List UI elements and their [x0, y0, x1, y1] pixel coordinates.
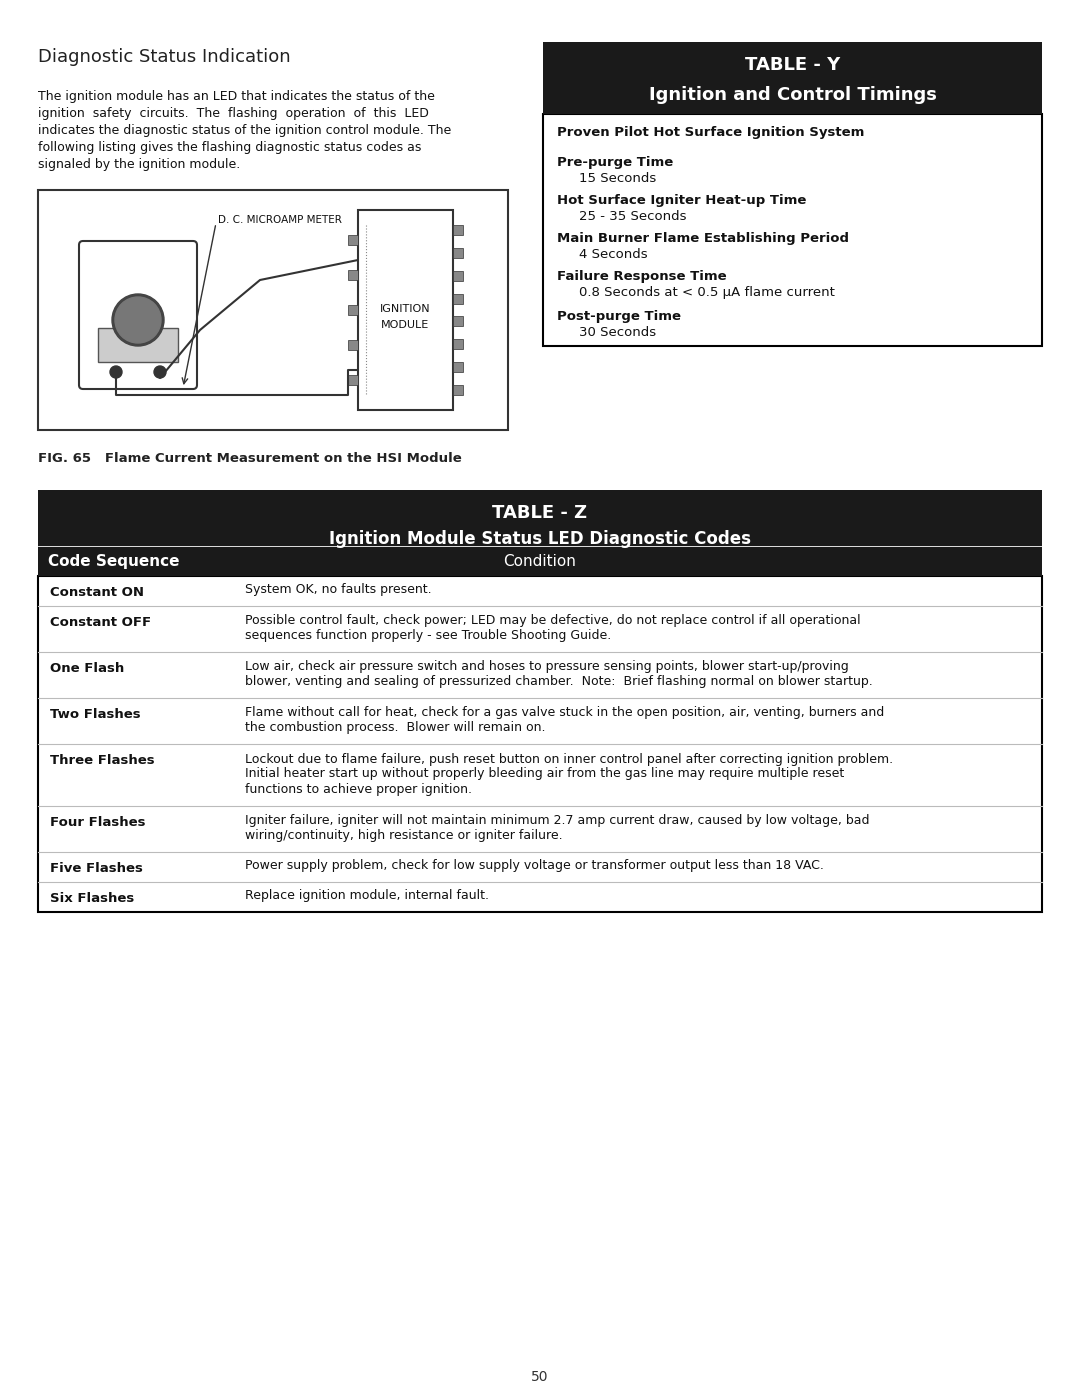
Bar	[453, 293, 463, 303]
Text: Initial heater start up without properly bleeding air from the gas line may requ: Initial heater start up without properly…	[245, 767, 845, 781]
Text: TABLE - Y: TABLE - Y	[745, 56, 840, 74]
Text: following listing gives the flashing diagnostic status codes as: following listing gives the flashing dia…	[38, 141, 421, 154]
Text: System OK, no faults present.: System OK, no faults present.	[245, 584, 432, 597]
Text: Pre-purge Time: Pre-purge Time	[557, 156, 673, 169]
Text: 15 Seconds: 15 Seconds	[579, 172, 657, 184]
Bar	[348, 270, 357, 279]
Bar	[357, 210, 453, 409]
Bar	[453, 271, 463, 281]
Text: Possible control fault, check power; LED may be defective, do not replace contro: Possible control fault, check power; LED…	[245, 615, 861, 627]
Text: 4 Seconds: 4 Seconds	[579, 249, 648, 261]
Bar	[453, 225, 463, 235]
Bar	[453, 386, 463, 395]
Text: signaled by the ignition module.: signaled by the ignition module.	[38, 158, 240, 170]
Bar	[453, 317, 463, 327]
Bar	[38, 576, 1042, 912]
Text: FIG. 65   Flame Current Measurement on the HSI Module: FIG. 65 Flame Current Measurement on the…	[38, 453, 462, 465]
Bar	[348, 374, 357, 386]
Text: 0.8 Seconds at < 0.5 μA flame current: 0.8 Seconds at < 0.5 μA flame current	[579, 286, 835, 299]
Text: Replace ignition module, internal fault.: Replace ignition module, internal fault.	[245, 890, 489, 902]
FancyBboxPatch shape	[79, 242, 197, 388]
Text: Diagnostic Status Indication: Diagnostic Status Indication	[38, 47, 291, 66]
Text: 50: 50	[531, 1370, 549, 1384]
Text: Four Flashes: Four Flashes	[50, 816, 146, 828]
Text: Power supply problem, check for low supply voltage or transformer output less th: Power supply problem, check for low supp…	[245, 859, 824, 873]
Text: TABLE - Z: TABLE - Z	[492, 504, 588, 522]
Bar	[453, 362, 463, 372]
Circle shape	[110, 366, 122, 379]
Bar	[38, 190, 508, 430]
Text: indicates the diagnostic status of the ignition control module. The: indicates the diagnostic status of the i…	[38, 124, 451, 137]
Text: functions to achieve proper ignition.: functions to achieve proper ignition.	[245, 782, 472, 795]
Text: Hot Surface Igniter Heat-up Time: Hot Surface Igniter Heat-up Time	[557, 194, 807, 207]
Text: The ignition module has an LED that indicates the status of the: The ignition module has an LED that indi…	[38, 89, 435, 103]
Text: blower, venting and sealing of pressurized chamber.  Note:  Brief flashing norma: blower, venting and sealing of pressuriz…	[245, 675, 873, 687]
Bar	[348, 305, 357, 314]
Text: the combustion process.  Blower will remain on.: the combustion process. Blower will rema…	[245, 721, 545, 733]
Text: Low air, check air pressure switch and hoses to pressure sensing points, blower : Low air, check air pressure switch and h…	[245, 659, 849, 673]
Circle shape	[114, 298, 161, 344]
FancyBboxPatch shape	[98, 328, 178, 362]
Text: Code Sequence: Code Sequence	[48, 555, 179, 569]
Text: 25 - 35 Seconds: 25 - 35 Seconds	[579, 210, 687, 224]
Bar	[543, 115, 1042, 346]
Text: IGNITION: IGNITION	[380, 305, 431, 314]
Text: Failure Response Time: Failure Response Time	[557, 270, 727, 284]
Text: Two Flashes: Two Flashes	[50, 708, 140, 721]
Text: Main Burner Flame Establishing Period: Main Burner Flame Establishing Period	[557, 232, 849, 244]
Bar	[453, 247, 463, 258]
Circle shape	[112, 293, 164, 346]
Text: Five Flashes: Five Flashes	[50, 862, 143, 875]
Text: Igniter failure, igniter will not maintain minimum 2.7 amp current draw, caused : Igniter failure, igniter will not mainta…	[245, 814, 869, 827]
Text: ignition  safety  circuits.  The  flashing  operation  of  this  LED: ignition safety circuits. The flashing o…	[38, 108, 429, 120]
Text: D. C. MICROAMP METER: D. C. MICROAMP METER	[218, 215, 342, 225]
Bar	[543, 42, 1042, 115]
Text: Proven Pilot Hot Surface Ignition System: Proven Pilot Hot Surface Ignition System	[557, 126, 864, 138]
Text: sequences function properly - see Trouble Shooting Guide.: sequences function properly - see Troubl…	[245, 629, 611, 643]
Text: Post-purge Time: Post-purge Time	[557, 310, 681, 323]
Text: Six Flashes: Six Flashes	[50, 893, 134, 905]
Bar	[453, 339, 463, 349]
Text: MODULE: MODULE	[381, 320, 430, 330]
Text: Lockout due to flame failure, push reset button on inner control panel after cor: Lockout due to flame failure, push reset…	[245, 753, 893, 766]
Text: Constant OFF: Constant OFF	[50, 616, 151, 629]
Text: Ignition and Control Timings: Ignition and Control Timings	[649, 87, 936, 103]
Text: Constant ON: Constant ON	[50, 585, 144, 599]
Circle shape	[154, 366, 166, 379]
Bar	[348, 339, 357, 351]
Text: Flame without call for heat, check for a gas valve stuck in the open position, a: Flame without call for heat, check for a…	[245, 705, 885, 719]
Text: wiring/continuity, high resistance or igniter failure.: wiring/continuity, high resistance or ig…	[245, 828, 563, 842]
Text: Ignition Module Status LED Diagnostic Codes: Ignition Module Status LED Diagnostic Co…	[329, 529, 751, 548]
Text: 30 Seconds: 30 Seconds	[579, 326, 657, 339]
Text: One Flash: One Flash	[50, 662, 124, 675]
Text: Three Flashes: Three Flashes	[50, 754, 154, 767]
Text: 0628: 0628	[121, 339, 156, 353]
Bar	[348, 235, 357, 244]
Bar	[38, 490, 1042, 576]
Text: Condition: Condition	[503, 555, 577, 569]
